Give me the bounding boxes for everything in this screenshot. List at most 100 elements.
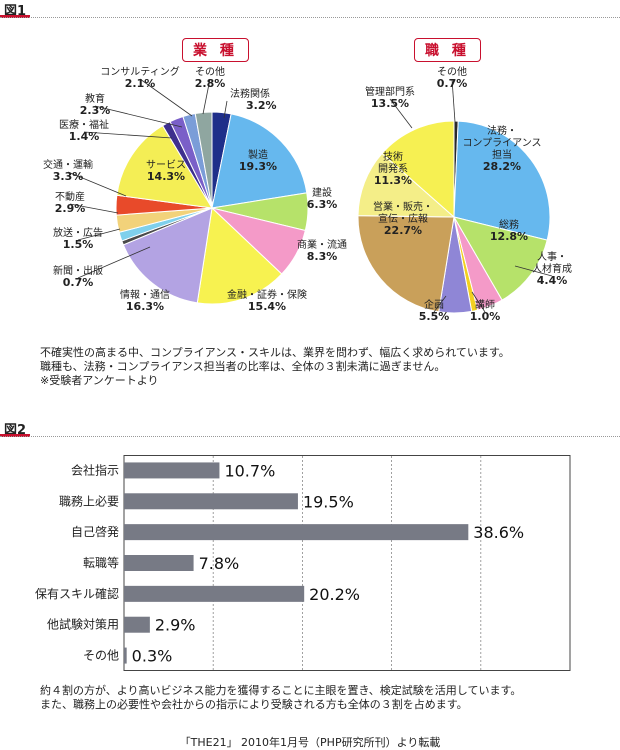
bar-category-label: 会社指示 <box>71 462 119 477</box>
fig1-caption-line: ※受験者アンケートより <box>40 374 159 387</box>
pie2-title: 職 種 <box>414 38 481 62</box>
bar <box>124 493 298 510</box>
pie-slice-value: 0.7% <box>63 276 94 289</box>
source-credit: 「THE21」 2010年1月号（PHP研究所刊）より転載 <box>179 736 441 749</box>
fig2-rule <box>0 436 620 437</box>
pie-slice-label: 人事・人材育成 <box>532 250 572 275</box>
leader-line <box>451 78 456 123</box>
pie-slice-label: 営業・販売・宣伝・広報 <box>373 200 433 225</box>
pie-slice-value: 28.2% <box>483 160 521 173</box>
pie-slice-value: 13.5% <box>371 97 409 110</box>
leader-line <box>83 131 173 139</box>
fig1-caption: 不確実性の高まる中、コンプライアンス・スキルは、業界を問わず、幅広く求められてい… <box>40 346 510 388</box>
pie-slice <box>211 113 308 209</box>
pie-slice-value: 2.9% <box>55 202 86 215</box>
bar <box>124 462 220 479</box>
bar <box>124 524 469 541</box>
pie-slice-value: 3.3% <box>53 170 84 183</box>
leader-line <box>77 228 121 241</box>
bar-category-label: 転職等 <box>83 556 119 570</box>
pie-slice <box>357 152 456 218</box>
pie-slice-label: 医療・福祉 <box>59 118 109 131</box>
pie-slice-value: 2.3% <box>80 104 111 117</box>
bar-category-label: 自己啓発 <box>71 524 119 539</box>
bar <box>124 555 194 571</box>
pie-slice-value: 19.3% <box>239 160 277 173</box>
pie-slice-label: 管理部門系 <box>365 85 415 98</box>
pie-slice-label: 商業・流通 <box>297 238 347 251</box>
pie-slice-value: 0.7% <box>437 77 468 90</box>
bar-category-label: その他 <box>83 649 119 663</box>
bar-value-label: 0.3% <box>132 647 173 666</box>
pie-slice-label: その他 <box>195 65 225 78</box>
fig2-header: 図2 <box>0 419 620 438</box>
pie-slice-value: 3.2% <box>246 99 277 112</box>
pie-slice-value: 12.8% <box>490 230 528 243</box>
pie-slice <box>453 120 551 241</box>
bar <box>124 616 150 633</box>
bar-value-label: 19.5% <box>303 492 354 511</box>
pie-slice-value: 2.8% <box>195 77 226 90</box>
pie-slice-label: 金融・証券・保険 <box>227 288 307 301</box>
pie-slice-value: 15.4% <box>248 300 286 313</box>
pie-slice-label: その他 <box>437 65 467 78</box>
fig2-accent-bar <box>0 434 30 437</box>
pie-slice-value: 8.3% <box>307 250 338 263</box>
bar <box>124 647 127 664</box>
pie-slice-label: 法務関係 <box>230 87 270 100</box>
leader-line <box>433 295 447 313</box>
pie-slice <box>122 207 213 304</box>
leader-line <box>77 246 151 279</box>
pie-slice-label: 放送・広告 <box>53 226 103 239</box>
bar <box>124 585 305 602</box>
pie-slice-label: 企画 <box>424 298 444 311</box>
leader-line <box>389 98 413 129</box>
fig1-header: 図1 <box>0 0 620 19</box>
bar-value-label: 20.2% <box>309 585 360 604</box>
bar-chart: 会社指示 10.7% 職務上必要 19.5% 自己啓発 38.6% 転職等 7.8% 保有スキル… <box>35 455 571 671</box>
pie-slice-label: 技術開発系 <box>378 150 408 175</box>
fig1-rule <box>0 17 620 18</box>
fig2-caption-line: また、職務上の必要性や会社からの指示により受験される方も全体の３割を占めます。 <box>40 698 468 711</box>
leader-line <box>223 100 228 119</box>
pie1-title: 業 種 <box>182 38 249 62</box>
leader-line <box>471 291 486 313</box>
bar-category-label: 職務上必要 <box>59 494 119 508</box>
fig2-caption-line: 約４割の方が、より高いビジネス能力を獲得することに主眼を置き、検定試験を活用して… <box>40 684 522 697</box>
pie-slice-label: サービス <box>146 159 186 171</box>
pie-slice-value: 5.5% <box>419 310 450 323</box>
pie-slice-label: 教育 <box>85 92 105 105</box>
plot-frame <box>123 455 571 671</box>
pie-slice-label: 情報・通信 <box>120 288 170 301</box>
pie-slice <box>196 206 283 305</box>
leader-line <box>94 105 183 128</box>
bar-value-label: 38.6% <box>473 523 524 542</box>
pie-slice <box>116 124 213 209</box>
fig1-caption-line: 職種も、法務・コンプライアンス担当者の比率は、全体の３割未満に過ぎません。 <box>40 360 446 373</box>
leader-line <box>514 265 553 277</box>
fig2-caption: 約４割の方が、より高いビジネス能力を獲得することに主眼を置き、検定試験を活用して… <box>40 684 521 712</box>
leader-line <box>69 203 119 214</box>
pie-slice-value: 1.5% <box>63 238 94 251</box>
pie-slice-value: 22.7% <box>384 224 422 237</box>
pie-slice-label: 新聞・出版 <box>53 264 103 277</box>
bar-category-label: 保有スキル確認 <box>35 586 119 601</box>
pie-slice-value: 16.3% <box>126 300 164 313</box>
fig1-accent-bar <box>0 15 30 18</box>
pie-slice-value: 2.1% <box>125 77 156 90</box>
pie-slice-value: 4.4% <box>537 274 568 287</box>
pie-slice <box>452 216 548 301</box>
leader-line <box>67 171 127 197</box>
bar-value-label: 2.9% <box>155 616 196 635</box>
pie-slice <box>381 120 455 219</box>
pie-slice-label: 交通・運輸 <box>43 158 93 171</box>
pie-slice-value: 6.3% <box>307 198 338 211</box>
bar-value-label: 7.8% <box>199 554 240 573</box>
leader-line <box>139 78 193 117</box>
pie-slice-value: 1.4% <box>69 130 100 143</box>
pie-slice-label: 不動産 <box>55 190 85 203</box>
bar-category-label: 他試験対策用 <box>47 617 119 632</box>
